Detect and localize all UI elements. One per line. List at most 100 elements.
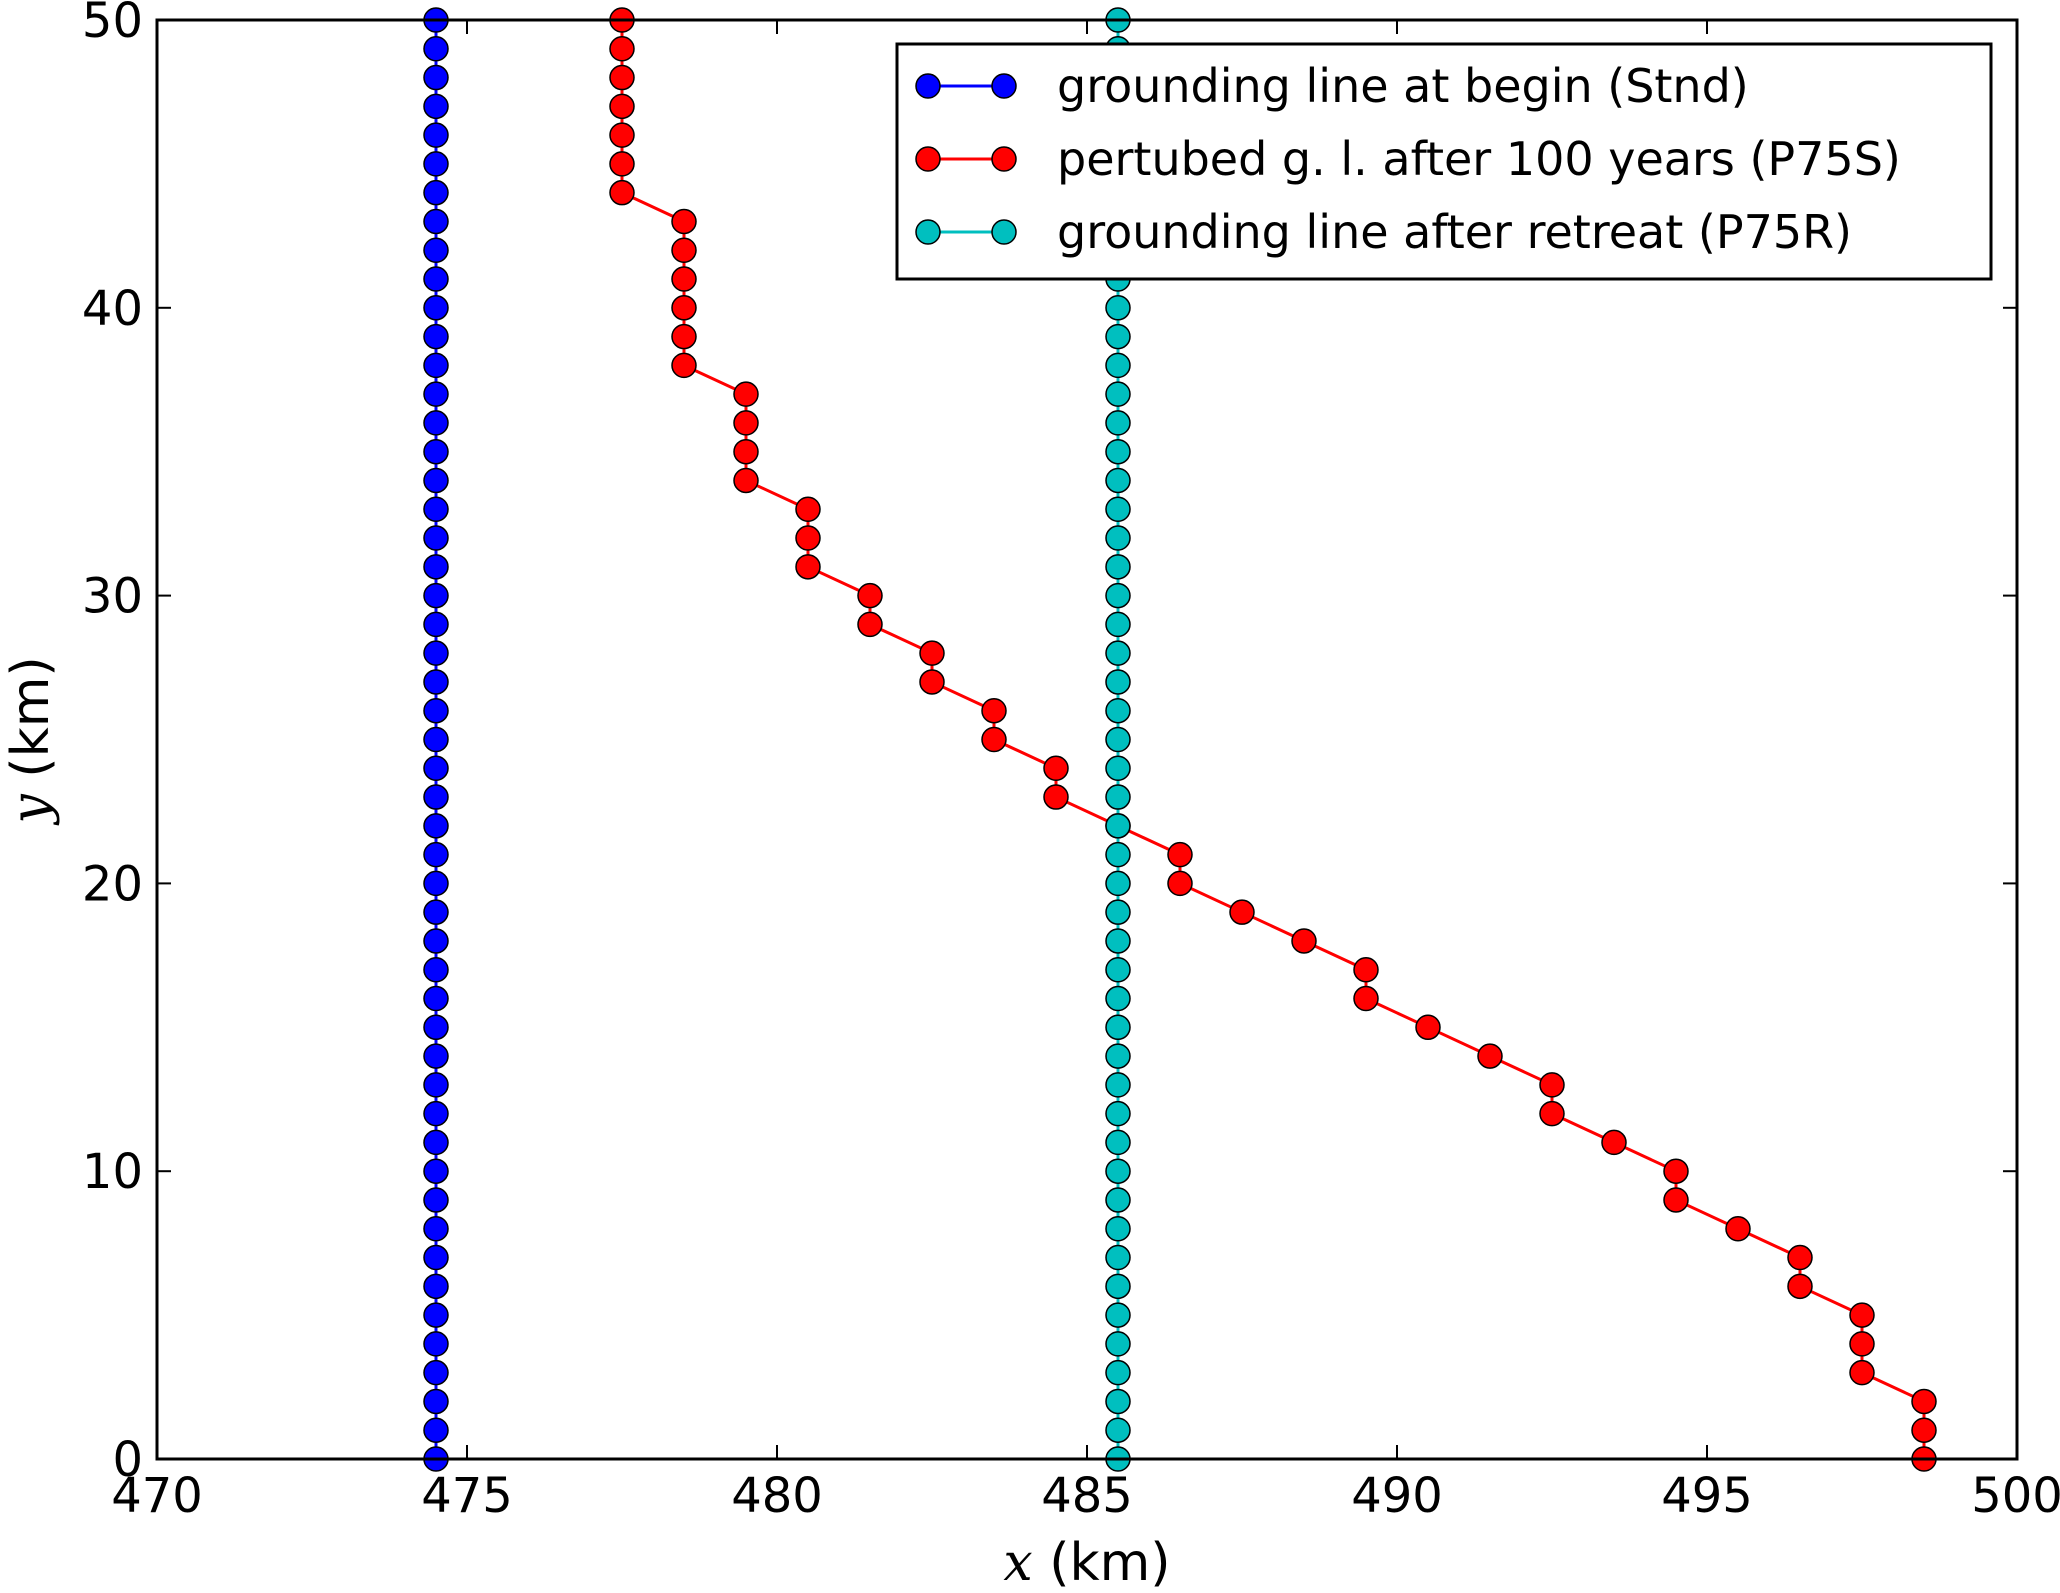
y-tick-label: 0 bbox=[112, 1432, 143, 1488]
series-2-point bbox=[1849, 1302, 1875, 1328]
series-2-point bbox=[981, 726, 1007, 753]
series-2-point bbox=[1663, 1158, 1689, 1184]
series-1-point bbox=[423, 151, 449, 177]
series-2-point bbox=[919, 640, 945, 666]
series-3-point bbox=[1105, 381, 1131, 407]
series-1-point bbox=[423, 1187, 449, 1213]
ticks-layer: 470 475 480 485 490 495 500 0 10 20 30 40 50 bbox=[82, 0, 2060, 1524]
series-2-point bbox=[609, 64, 635, 91]
series-2-point bbox=[1787, 1244, 1813, 1271]
y-tick-label: 30 bbox=[82, 569, 143, 625]
series-1-point bbox=[423, 266, 449, 292]
series-3-point bbox=[1105, 1331, 1131, 1357]
legend-marker bbox=[915, 73, 941, 99]
x-tick-label: 485 bbox=[1041, 1468, 1133, 1524]
legend-entry: grounding line at begin (Stnd) bbox=[915, 59, 1749, 113]
series-2-point bbox=[795, 496, 821, 523]
series-2-point bbox=[1415, 1014, 1441, 1041]
series-3-point bbox=[1105, 697, 1131, 724]
series-3-point bbox=[1105, 669, 1131, 695]
x-tick-label: 500 bbox=[1971, 1468, 2060, 1524]
series-3-point bbox=[1105, 956, 1131, 983]
series-3-point bbox=[1105, 1158, 1131, 1184]
series-3-point bbox=[1105, 1100, 1131, 1127]
series-2-point bbox=[1477, 1043, 1503, 1069]
y-axis-unit: (km) bbox=[1, 656, 61, 794]
series-2-point bbox=[733, 467, 759, 494]
series-1-point bbox=[423, 410, 449, 436]
legend-label: grounding line at begin (Stnd) bbox=[1057, 59, 1749, 113]
series-1-point bbox=[423, 697, 449, 724]
series-3-point bbox=[1105, 323, 1131, 350]
series-2-point bbox=[671, 208, 697, 235]
series-2-point bbox=[795, 525, 821, 551]
x-tick-label: 475 bbox=[421, 1468, 513, 1524]
series-1-point bbox=[423, 870, 449, 897]
series-1-point bbox=[423, 122, 449, 148]
x-tick-label: 480 bbox=[731, 1468, 823, 1524]
series-1-point bbox=[423, 755, 449, 782]
series-3-point bbox=[1105, 1216, 1131, 1242]
series-2-point bbox=[857, 582, 883, 609]
y-axis-variable: y bbox=[1, 794, 61, 826]
series-2-point bbox=[671, 352, 697, 379]
series-1-point bbox=[423, 784, 449, 810]
series-2-point bbox=[1043, 784, 1069, 810]
series-1-point bbox=[423, 1014, 449, 1041]
series-3-point bbox=[1105, 841, 1131, 868]
series-2-point bbox=[857, 611, 883, 638]
series-2-point bbox=[733, 381, 759, 407]
legend-label: grounding line after retreat (P75R) bbox=[1057, 205, 1852, 259]
series-1-point bbox=[423, 352, 449, 379]
legend-entries: grounding line at begin (Stnd) pertubed g… bbox=[915, 59, 1901, 259]
series-3-point bbox=[1105, 985, 1131, 1012]
y-tick-label: 20 bbox=[82, 856, 143, 912]
series-3-point bbox=[1105, 928, 1131, 954]
series-3-point bbox=[1105, 295, 1131, 321]
series-1-point bbox=[423, 611, 449, 638]
series-2-point bbox=[1601, 1129, 1627, 1156]
series-1-point bbox=[423, 1302, 449, 1328]
series-2-point bbox=[671, 323, 697, 350]
series-2-point bbox=[1043, 755, 1069, 782]
series-1-point bbox=[423, 36, 449, 62]
legend-entry: grounding line after retreat (P75R) bbox=[915, 205, 1852, 259]
y-axis-label: y (km) bbox=[1, 656, 61, 825]
series-1 bbox=[423, 7, 449, 1472]
series-3-point bbox=[1105, 784, 1131, 810]
series-1-point bbox=[423, 956, 449, 983]
legend-marker bbox=[915, 219, 941, 245]
series-2-point bbox=[919, 669, 945, 695]
series-1-point bbox=[423, 813, 449, 839]
legend-label: pertubed g. l. after 100 years (P75S) bbox=[1057, 132, 1901, 186]
series-2-point bbox=[733, 438, 759, 465]
series-1-point bbox=[423, 525, 449, 551]
series-1-point bbox=[423, 1158, 449, 1184]
series-2-point bbox=[981, 697, 1007, 724]
series-2-point bbox=[1539, 1072, 1565, 1098]
series-1-point bbox=[423, 1388, 449, 1415]
series-3-point bbox=[1105, 870, 1131, 897]
series-2-point bbox=[1291, 928, 1317, 954]
legend-marker bbox=[991, 219, 1017, 245]
series-2-point bbox=[1539, 1100, 1565, 1127]
series-1-point bbox=[423, 1359, 449, 1386]
series-3-point bbox=[1105, 1014, 1131, 1041]
series-2-point bbox=[671, 266, 697, 292]
series-3-point bbox=[1105, 726, 1131, 753]
legend-marker bbox=[991, 146, 1017, 172]
axis-labels: x (km) y (km) bbox=[1, 656, 1171, 1593]
series-2-point bbox=[609, 179, 635, 206]
series-3-point bbox=[1105, 410, 1131, 436]
series-3-point bbox=[1105, 640, 1131, 666]
series-3-point bbox=[1105, 1417, 1131, 1443]
series-2-point bbox=[1911, 1388, 1937, 1415]
legend: grounding line at begin (Stnd) pertubed g… bbox=[895, 42, 1993, 281]
series-2-point bbox=[1911, 1417, 1937, 1443]
x-axis-unit: (km) bbox=[1033, 1533, 1171, 1588]
series-1-point bbox=[423, 841, 449, 868]
series-2-point bbox=[1167, 841, 1193, 868]
series-3-point bbox=[1105, 554, 1131, 580]
series-3-point bbox=[1105, 467, 1131, 494]
